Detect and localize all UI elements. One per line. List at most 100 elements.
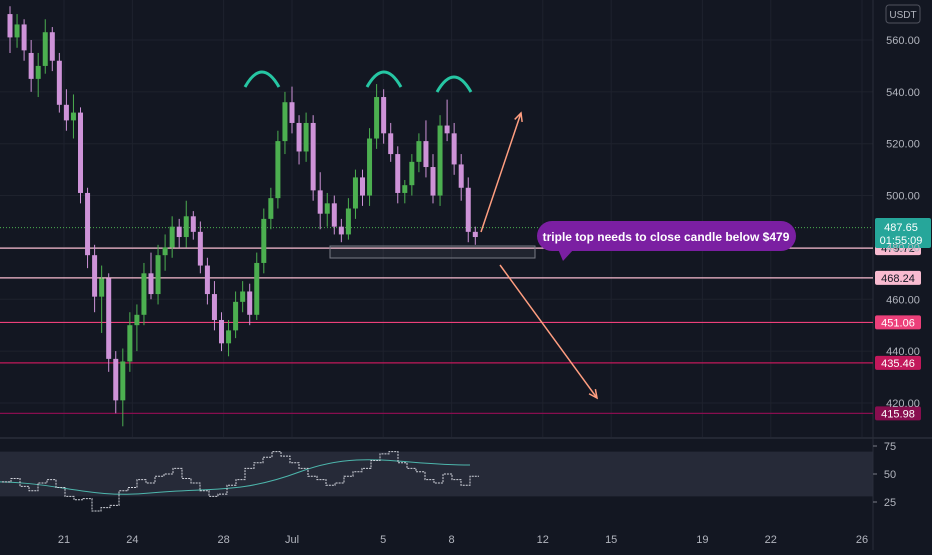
level-tag: [875, 270, 921, 285]
candle-body: [162, 247, 168, 256]
current-price-label: 487.65: [884, 222, 918, 234]
level-label: 468.24: [881, 273, 915, 285]
candle-body: [56, 60, 62, 105]
candle-body: [141, 273, 147, 315]
candle-body: [176, 226, 182, 238]
candle-body: [395, 154, 401, 193]
price-tick-label: 420.00: [886, 398, 920, 410]
candle-body: [254, 262, 260, 315]
candle-body: [338, 226, 344, 235]
candle-body: [120, 361, 126, 401]
time-tick-label: 22: [765, 534, 777, 546]
price-tick-label: 560.00: [886, 35, 920, 47]
rsi-band: [0, 451, 873, 497]
triple-top-arc: [365, 70, 403, 88]
time-tick-label: 19: [696, 534, 708, 546]
candle-body: [381, 97, 387, 134]
rsi-signal-line: [0, 459, 471, 495]
price-tick-label: 480.00: [886, 242, 920, 254]
candle-body: [99, 278, 105, 297]
bullish-arrow: [480, 112, 522, 233]
level-tag: [875, 355, 921, 370]
price-tick-label: 500.00: [886, 191, 920, 203]
time-tick-label: 21: [58, 534, 70, 546]
candle-body: [211, 294, 217, 320]
candle-body: [331, 203, 337, 227]
candle-body: [310, 122, 316, 191]
candle-body: [289, 102, 295, 123]
candle-body: [127, 325, 133, 362]
candle-body: [416, 141, 422, 162]
time-tick-label: Jul: [285, 534, 299, 546]
bearish-arrow-head: [588, 389, 599, 400]
rsi-tick-label: 75: [884, 441, 896, 453]
neckline-box: [329, 245, 536, 259]
annotation-layer: triple top needs to close candle below $…: [243, 70, 796, 400]
bearish-arrow: [499, 264, 598, 399]
candlestick-series: [7, 6, 478, 427]
rsi-panel: [0, 445, 877, 512]
triple-top-arc: [243, 70, 281, 88]
currency-box[interactable]: [885, 4, 921, 24]
rsi-tick-label: 25: [884, 497, 896, 509]
candle-body: [14, 24, 20, 38]
candle-body: [268, 198, 274, 219]
candle-body: [423, 141, 429, 168]
candle-body: [35, 65, 41, 79]
candle-body: [282, 102, 288, 142]
level-label: 451.06: [881, 317, 915, 329]
candle-body: [113, 358, 119, 401]
candle-body: [226, 330, 232, 344]
annotation-text: triple top needs to close candle below $…: [543, 230, 790, 244]
candle-body: [261, 218, 267, 263]
currency-label: USDT: [889, 10, 916, 21]
time-tick-label: 5: [380, 534, 386, 546]
candle-body: [296, 122, 302, 152]
candle-body: [106, 278, 112, 359]
candle-body: [360, 177, 365, 196]
candle-body: [430, 167, 436, 196]
candle-body: [190, 216, 196, 232]
callout-tail: [558, 249, 574, 261]
candle-body: [374, 97, 380, 139]
price-tick-label: 440.00: [886, 346, 920, 358]
triple-top-arc: [435, 75, 473, 93]
level-tag: [875, 406, 921, 421]
candle-body: [317, 190, 323, 214]
candle-body: [134, 314, 140, 326]
candle-body: [197, 231, 203, 266]
time-tick-label: 24: [126, 534, 138, 546]
candle-body: [183, 216, 189, 238]
candle-body: [21, 24, 27, 51]
time-tick-label: 28: [217, 534, 229, 546]
candle-body: [437, 125, 443, 196]
candle-body: [70, 112, 76, 121]
candle-body: [233, 301, 239, 331]
annotation-callout[interactable]: [537, 221, 796, 251]
candle-body: [367, 138, 373, 196]
level-label: 415.98: [881, 408, 915, 420]
current-price-tag: [875, 218, 931, 248]
candle-body: [63, 104, 69, 121]
candle-body: [275, 141, 281, 199]
price-tick-label: 520.00: [886, 139, 920, 151]
candle-body: [7, 14, 13, 38]
candle-body: [155, 255, 161, 295]
candle-body: [247, 291, 253, 315]
price-tick-label: 460.00: [886, 294, 920, 306]
time-tick-label: 8: [449, 534, 455, 546]
level-tag: [875, 315, 921, 330]
price-tick-label: 540.00: [886, 87, 920, 99]
candle-body: [49, 32, 55, 61]
candle-body: [169, 226, 175, 248]
candle-body: [28, 52, 34, 79]
candle-body: [409, 161, 415, 186]
candle-body: [352, 177, 358, 209]
candle-body: [402, 185, 408, 193]
candle-body: [42, 32, 48, 66]
time-tick-label: 26: [856, 534, 868, 546]
candle-body: [465, 187, 471, 232]
